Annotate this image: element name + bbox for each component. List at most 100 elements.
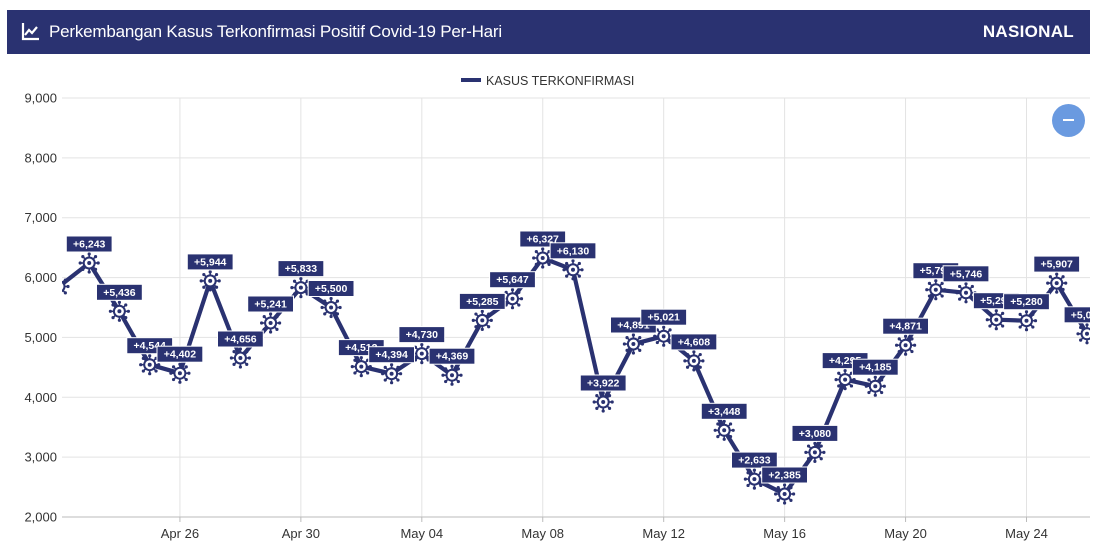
marker-core xyxy=(540,256,545,260)
marker-spike-tip xyxy=(124,303,128,307)
marker-spike-tip xyxy=(1085,323,1089,327)
data-label: +4,402 xyxy=(156,345,204,363)
collapse-button[interactable] xyxy=(1052,104,1085,137)
marker-spike-tip xyxy=(746,483,750,488)
marker-spike-tip xyxy=(366,371,370,375)
data-label: +5,241 xyxy=(247,295,294,313)
marker-spike-tip xyxy=(895,343,899,347)
marker-spike-tip xyxy=(148,372,152,376)
marker-spike-tip xyxy=(517,303,521,307)
data-label-box xyxy=(368,346,416,364)
marker-spike-tip xyxy=(148,354,152,358)
marker-core xyxy=(571,267,575,272)
marker-core xyxy=(1024,318,1029,323)
x-tick-label: May 20 xyxy=(884,526,927,541)
marker-spike-tip xyxy=(1076,332,1080,336)
marker-spike-tip xyxy=(139,363,143,367)
marker-spike-tip xyxy=(157,363,161,367)
marker-spike-tip xyxy=(804,450,808,454)
marker-spike-tip xyxy=(335,299,340,303)
marker-spike-tip xyxy=(444,367,448,371)
plot-group: +6,243+5,436+4,544+4,402+5,944+4,656+5,2… xyxy=(62,230,1090,505)
marker-spike-tip xyxy=(792,492,796,496)
marker-spike-tip xyxy=(471,318,475,322)
marker-spike-tip xyxy=(1024,328,1029,332)
marker-spike-tip xyxy=(813,441,817,445)
marker-core xyxy=(329,305,334,310)
marker-spike-tip xyxy=(247,356,251,360)
marker-spike-tip xyxy=(713,428,717,432)
data-label-box xyxy=(640,308,688,326)
marker-spike-tip xyxy=(806,444,811,448)
marker-spike-tip xyxy=(117,318,121,322)
marker-spike-tip xyxy=(299,277,303,281)
marker-spike-tip xyxy=(934,279,938,283)
marker-spike-tip xyxy=(722,437,726,441)
marker-spike-tip xyxy=(897,349,901,354)
marker-spike-tip xyxy=(577,274,581,278)
data-label-box xyxy=(398,326,446,344)
data-label-box xyxy=(96,283,143,301)
data-label-box xyxy=(428,347,476,365)
data-label-box xyxy=(307,280,355,297)
marker-spike-tip xyxy=(565,261,569,266)
marker-spike-tip xyxy=(199,279,203,283)
marker-spike-tip xyxy=(238,347,242,351)
x-tick-label: May 04 xyxy=(400,526,443,541)
marker-core xyxy=(1085,331,1089,336)
marker-spike-tip xyxy=(474,325,478,329)
marker-spike-tip xyxy=(955,291,959,295)
marker-spike-tip xyxy=(822,450,826,454)
marker-spike-tip xyxy=(716,422,720,426)
marker-spike-tip xyxy=(880,390,884,395)
data-point-marker xyxy=(229,347,251,369)
marker-spike-tip xyxy=(171,365,176,369)
marker-spike-tip xyxy=(329,296,333,301)
x-tick-label: May 12 xyxy=(642,526,685,541)
marker-spike-tip xyxy=(450,364,454,368)
data-label-box xyxy=(851,358,899,376)
marker-spike-tip xyxy=(1031,312,1035,316)
marker-spike-tip xyxy=(655,340,659,345)
marker-core xyxy=(601,400,606,404)
marker-spike-tip xyxy=(396,365,400,369)
marker-core xyxy=(147,362,152,367)
data-label: +4,394 xyxy=(368,346,416,364)
data-label-text: +4,871 xyxy=(889,321,922,333)
marker-spike-tip xyxy=(208,270,212,274)
marker-spike-tip xyxy=(269,330,273,334)
marker-spike-tip xyxy=(383,365,387,369)
marker-spike-tip xyxy=(1048,287,1052,292)
marker-spike-tip xyxy=(701,359,705,363)
marker-spike-tip xyxy=(722,419,726,423)
marker-spike-tip xyxy=(368,365,372,369)
marker-spike-tip xyxy=(1003,318,1007,322)
marker-core xyxy=(691,358,696,363)
data-point-marker xyxy=(320,296,342,319)
marker-spike-tip xyxy=(882,384,886,388)
data-label: +4,185 xyxy=(851,358,899,376)
marker-core xyxy=(117,309,122,314)
marker-spike-tip xyxy=(774,492,778,496)
marker-spike-tip xyxy=(813,459,817,463)
marker-spike-tip xyxy=(262,327,266,331)
marker-spike-tip xyxy=(685,365,690,369)
data-label-box xyxy=(791,424,839,442)
marker-spike-tip xyxy=(338,305,342,310)
marker-spike-tip xyxy=(214,285,219,289)
data-label-text: +6,243 xyxy=(73,239,106,251)
data-point-marker xyxy=(471,309,493,331)
marker-spike-tip xyxy=(743,477,747,481)
marker-spike-tip xyxy=(260,321,264,325)
marker-spike-tip xyxy=(685,352,690,357)
data-label-text: +5,907 xyxy=(1040,259,1073,271)
marker-core xyxy=(843,377,848,382)
marker-spike-tip xyxy=(532,256,536,260)
marker-spike-tip xyxy=(806,457,811,461)
marker-spike-tip xyxy=(487,325,491,329)
marker-spike-tip xyxy=(489,318,493,322)
marker-core xyxy=(208,278,213,283)
data-label-box xyxy=(458,292,506,310)
marker-spike-tip xyxy=(178,380,182,384)
x-tick-label: Apr 30 xyxy=(282,526,320,541)
